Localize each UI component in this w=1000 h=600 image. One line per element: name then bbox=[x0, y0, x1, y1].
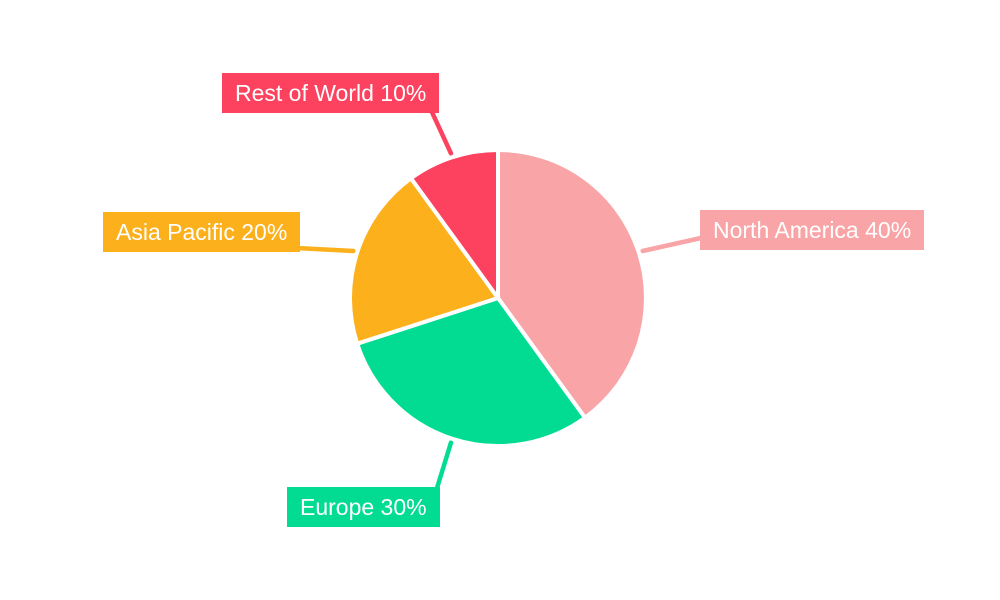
pie-slice-north-america[interactable] bbox=[496, 148, 648, 420]
label-europe: Europe 30% bbox=[287, 487, 440, 527]
leader-line-europe bbox=[434, 440, 454, 491]
leader-line-north-america bbox=[640, 235, 704, 254]
leader-line-asia-pacific bbox=[293, 245, 356, 254]
label-north-america: North America 40% bbox=[700, 210, 925, 250]
label-rest-of-world: Rest of World 10% bbox=[222, 73, 440, 113]
label-asia-pacific: Asia Pacific 20% bbox=[103, 212, 301, 252]
pie-slice-europe[interactable] bbox=[355, 296, 587, 448]
pie-slice-rest-of-world[interactable] bbox=[409, 148, 500, 300]
leader-line-rest-of-world bbox=[428, 107, 454, 156]
pie-slice-asia-pacific[interactable] bbox=[348, 176, 500, 346]
